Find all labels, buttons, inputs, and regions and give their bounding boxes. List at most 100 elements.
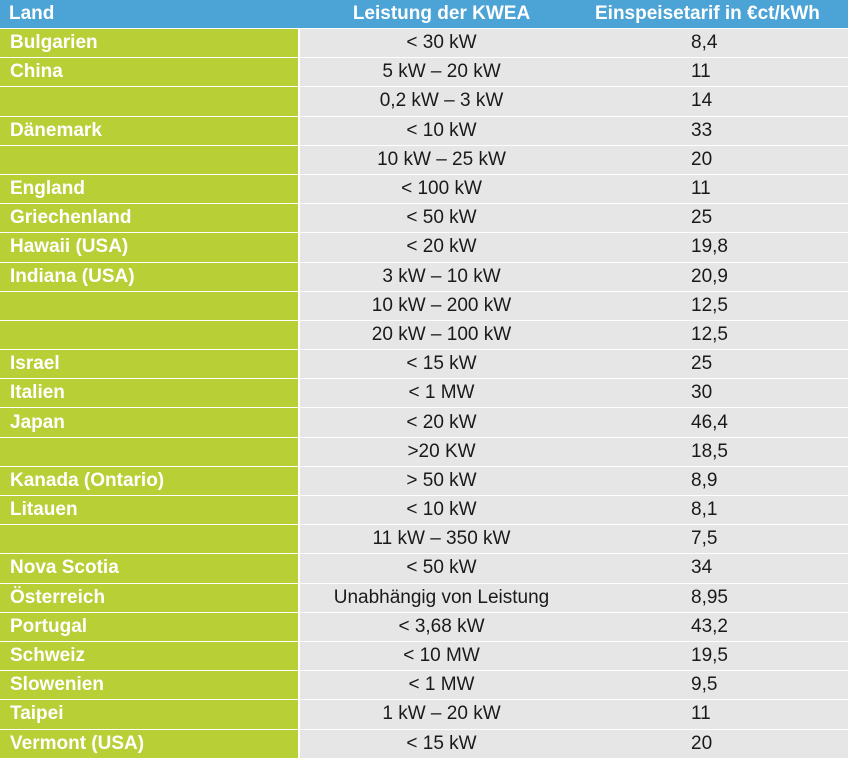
table-row: 10 kW – 200 kW 12,5 [0,291,848,321]
cell-land [0,525,300,555]
table-row: China 5 kW – 20 kW 11 [0,58,848,88]
cell-tariff: 43,2 [583,612,848,642]
table-row: Griechenland < 50 kW 25 [0,204,848,234]
cell-power: < 15 kW [300,729,583,759]
cell-power: > 50 kW [300,466,583,496]
cell-tariff: 19,8 [583,233,848,263]
header-power: Leistung der KWEA [300,0,583,29]
table-row: Bulgarien < 30 kW 8,4 [0,29,848,59]
table-row: >20 KW 18,5 [0,437,848,467]
table-header: Land Leistung der KWEA Einspeisetarif in… [0,0,848,29]
table-row: Vermont (USA) < 15 kW 20 [0,729,848,759]
cell-land [0,320,300,351]
cell-power: < 3,68 kW [300,612,583,642]
cell-land: Bulgarien [0,29,300,59]
table-row: Japan < 20 kW 46,4 [0,408,848,438]
table-row: 0,2 kW – 3 kW 14 [0,87,848,117]
header-tariff: Einspeisetarif in €ct/kWh [583,0,848,29]
cell-tariff: 33 [583,116,848,146]
cell-land: Japan [0,408,300,438]
cell-land: Schweiz [0,641,300,672]
cell-tariff: 11 [583,58,848,88]
cell-land: Indiana (USA) [0,262,300,292]
table-row: England < 100 kW 11 [0,174,848,205]
cell-land: Portugal [0,612,300,642]
cell-tariff: 14 [583,87,848,117]
cell-land [0,291,300,321]
table-row: Slowenien < 1 MW 9,5 [0,671,848,701]
cell-land [0,87,300,117]
cell-power: < 50 kW [300,554,583,584]
cell-land: China [0,58,300,88]
cell-power: < 20 kW [300,233,583,263]
cell-land: Österreich [0,583,300,613]
cell-power: < 10 MW [300,641,583,672]
cell-power: 1 kW – 20 kW [300,700,583,730]
cell-tariff: 20 [583,145,848,175]
cell-tariff: 34 [583,554,848,584]
cell-tariff: 46,4 [583,408,848,438]
cell-land: England [0,174,300,205]
cell-power: 10 kW – 25 kW [300,145,583,175]
header-land: Land [0,0,300,29]
table-row: Nova Scotia < 50 kW 34 [0,554,848,584]
cell-land: Hawaii (USA) [0,233,300,263]
cell-power: 0,2 kW – 3 kW [300,87,583,117]
cell-land: Nova Scotia [0,554,300,584]
cell-power: < 1 MW [300,671,583,701]
cell-tariff: 20,9 [583,262,848,292]
cell-tariff: 19,5 [583,641,848,672]
cell-power: 5 kW – 20 kW [300,58,583,88]
table-row: Litauen < 10 kW 8,1 [0,496,848,526]
cell-tariff: 20 [583,729,848,759]
cell-land: Israel [0,350,300,380]
cell-land: Litauen [0,496,300,526]
cell-land [0,145,300,175]
cell-tariff: 8,9 [583,466,848,496]
table-row: Italien < 1 MW 30 [0,379,848,409]
table-row: Portugal < 3,68 kW 43,2 [0,612,848,642]
cell-power: >20 KW [300,437,583,467]
cell-power: < 10 kW [300,116,583,146]
table-row: Indiana (USA) 3 kW – 10 kW 20,9 [0,262,848,292]
cell-tariff: 8,95 [583,583,848,613]
table-body: Bulgarien < 30 kW 8,4 China 5 kW – 20 kW 11 0,… [0,29,848,759]
cell-land: Dänemark [0,116,300,146]
cell-power: < 30 kW [300,29,583,59]
cell-tariff: 11 [583,700,848,730]
cell-tariff: 30 [583,379,848,409]
cell-power: < 20 kW [300,408,583,438]
cell-power: 11 kW – 350 kW [300,525,583,555]
cell-power: < 50 kW [300,204,583,234]
cell-power: 10 kW – 200 kW [300,291,583,321]
cell-tariff: 18,5 [583,437,848,467]
cell-tariff: 7,5 [583,525,848,555]
cell-tariff: 11 [583,174,848,205]
header-row: Land Leistung der KWEA Einspeisetarif in… [0,0,848,29]
table-row: Hawaii (USA) < 20 kW 19,8 [0,233,848,263]
cell-tariff: 25 [583,350,848,380]
cell-tariff: 9,5 [583,671,848,701]
cell-power: Unabhängig von Leistung [300,583,583,613]
table-row: Schweiz < 10 MW 19,5 [0,641,848,672]
cell-tariff: 12,5 [583,320,848,351]
cell-tariff: 8,4 [583,29,848,59]
cell-land: Taipei [0,700,300,730]
table-row: 10 kW – 25 kW 20 [0,145,848,175]
cell-land: Slowenien [0,671,300,701]
cell-land: Griechenland [0,204,300,234]
cell-land: Vermont (USA) [0,729,300,759]
table-row: Dänemark < 10 kW 33 [0,116,848,146]
cell-tariff: 8,1 [583,496,848,526]
cell-land: Italien [0,379,300,409]
cell-power: < 100 kW [300,174,583,205]
table-row: 11 kW – 350 kW 7,5 [0,525,848,555]
table-row: Israel < 15 kW 25 [0,350,848,380]
cell-land [0,437,300,467]
cell-power: < 10 kW [300,496,583,526]
table-row: Taipei 1 kW – 20 kW 11 [0,700,848,730]
cell-power: 20 kW – 100 kW [300,320,583,351]
cell-power: 3 kW – 10 kW [300,262,583,292]
table-row: Kanada (Ontario) > 50 kW 8,9 [0,466,848,496]
